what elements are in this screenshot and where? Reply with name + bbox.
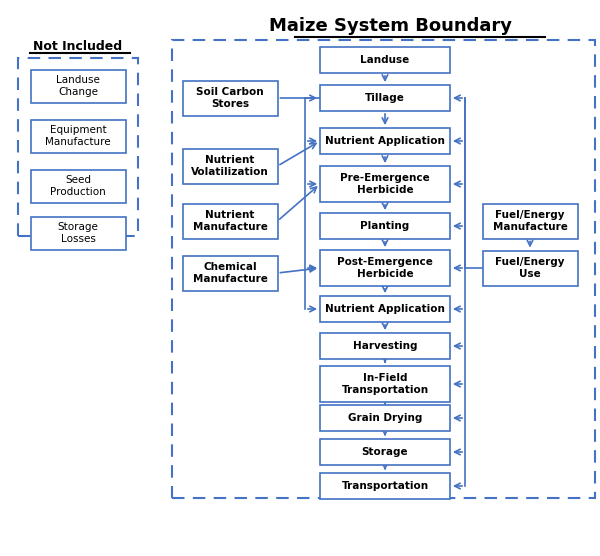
FancyBboxPatch shape bbox=[182, 81, 278, 116]
FancyBboxPatch shape bbox=[320, 166, 450, 202]
FancyBboxPatch shape bbox=[320, 333, 450, 359]
Text: Fuel/Energy
Use: Fuel/Energy Use bbox=[495, 257, 565, 279]
FancyBboxPatch shape bbox=[320, 405, 450, 431]
FancyBboxPatch shape bbox=[320, 213, 450, 239]
FancyBboxPatch shape bbox=[320, 296, 450, 322]
Text: Nutrient Application: Nutrient Application bbox=[325, 136, 445, 146]
Text: Seed
Production: Seed Production bbox=[50, 175, 106, 197]
Text: Planting: Planting bbox=[361, 221, 410, 231]
Text: Nutrient
Volatilization: Nutrient Volatilization bbox=[191, 155, 269, 177]
Text: Fuel/Energy
Manufacture: Fuel/Energy Manufacture bbox=[493, 210, 568, 232]
Text: Nutrient Application: Nutrient Application bbox=[325, 304, 445, 314]
Text: Post-Emergence
Herbicide: Post-Emergence Herbicide bbox=[337, 257, 433, 279]
Text: Nutrient
Manufacture: Nutrient Manufacture bbox=[193, 210, 268, 232]
FancyBboxPatch shape bbox=[320, 439, 450, 465]
FancyBboxPatch shape bbox=[320, 47, 450, 73]
Text: Grain Drying: Grain Drying bbox=[348, 413, 422, 423]
Text: Harvesting: Harvesting bbox=[353, 341, 417, 351]
Text: Landuse
Change: Landuse Change bbox=[56, 75, 100, 97]
FancyBboxPatch shape bbox=[320, 473, 450, 499]
FancyBboxPatch shape bbox=[31, 120, 125, 152]
FancyBboxPatch shape bbox=[31, 70, 125, 102]
FancyBboxPatch shape bbox=[320, 250, 450, 286]
FancyBboxPatch shape bbox=[320, 128, 450, 154]
FancyBboxPatch shape bbox=[320, 85, 450, 111]
FancyBboxPatch shape bbox=[182, 203, 278, 239]
Text: Maize System Boundary: Maize System Boundary bbox=[269, 17, 512, 35]
FancyBboxPatch shape bbox=[320, 366, 450, 402]
Text: Pre-Emergence
Herbicide: Pre-Emergence Herbicide bbox=[340, 173, 430, 195]
FancyBboxPatch shape bbox=[31, 216, 125, 250]
FancyBboxPatch shape bbox=[182, 256, 278, 290]
Text: Landuse: Landuse bbox=[361, 55, 410, 65]
Text: Storage
Losses: Storage Losses bbox=[58, 222, 98, 244]
Text: Storage: Storage bbox=[362, 447, 409, 457]
FancyBboxPatch shape bbox=[482, 251, 577, 285]
Text: Equipment
Manufacture: Equipment Manufacture bbox=[45, 125, 111, 147]
Text: Soil Carbon
Stores: Soil Carbon Stores bbox=[196, 87, 264, 109]
Text: Tillage: Tillage bbox=[365, 93, 405, 103]
Text: In-Field
Transportation: In-Field Transportation bbox=[341, 373, 428, 395]
Text: Not Included: Not Included bbox=[34, 39, 122, 52]
FancyBboxPatch shape bbox=[31, 170, 125, 202]
Text: Transportation: Transportation bbox=[341, 481, 428, 491]
Text: Chemical
Manufacture: Chemical Manufacture bbox=[193, 262, 268, 284]
FancyBboxPatch shape bbox=[182, 148, 278, 183]
FancyBboxPatch shape bbox=[482, 203, 577, 239]
